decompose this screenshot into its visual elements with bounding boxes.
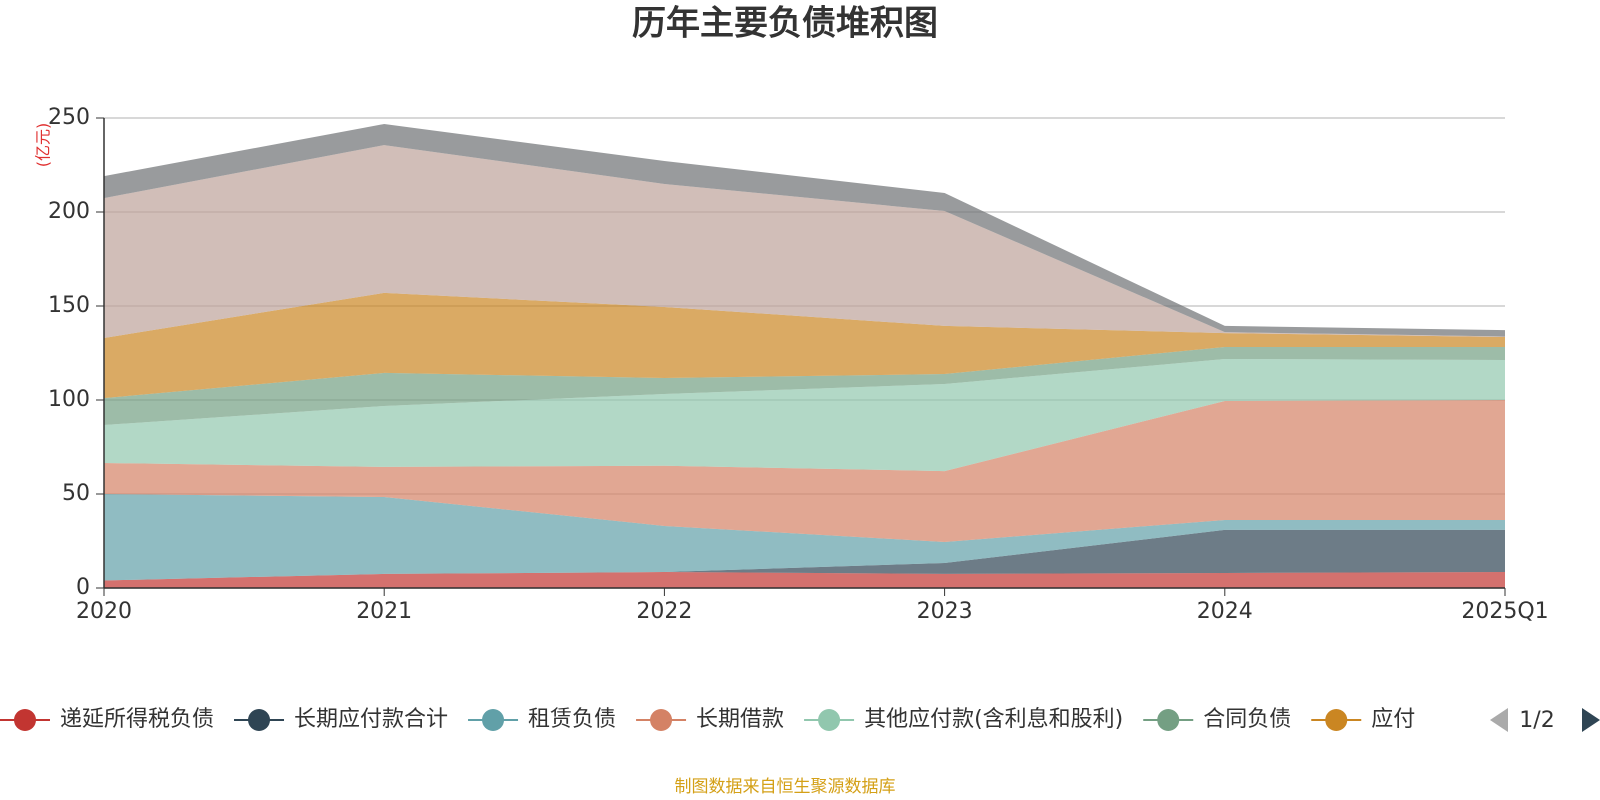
y-tick-label: 50: [62, 481, 90, 506]
x-tick-label: 2023: [917, 599, 973, 624]
area: [104, 359, 1505, 472]
legend-label[interactable]: 长期应付款合计: [294, 707, 448, 732]
x-tick-label: 2020: [76, 599, 132, 624]
legend-next[interactable]: [1582, 708, 1600, 732]
area: [104, 529, 1505, 581]
legend-marker: [1325, 709, 1348, 731]
legend-label[interactable]: 其他应付款(含利息和股利): [864, 707, 1123, 732]
area: [104, 346, 1505, 426]
x-tick-label: 2022: [636, 599, 692, 624]
x-tick-label: 2021: [356, 599, 412, 624]
y-tick-label: 100: [48, 387, 90, 412]
area: [104, 292, 1505, 399]
legend-label[interactable]: 租赁负债: [528, 707, 616, 732]
legend-marker: [248, 709, 271, 731]
area: [104, 145, 1505, 338]
area: [104, 494, 1505, 581]
y-tick-label: 250: [48, 105, 90, 130]
area: [104, 572, 1505, 588]
legend: 递延所得税负债 长期应付款合计 租赁负债 长期借款 其他应付款(含利息和股利) 合同负债 应…: [0, 707, 1415, 732]
source-note: 制图数据来自恒生聚源数据库: [675, 777, 896, 797]
x-tick-label: 2025Q1: [1461, 599, 1548, 624]
legend-prev[interactable]: [1490, 708, 1508, 732]
legend-marker: [482, 709, 505, 731]
area: [104, 400, 1505, 542]
legend-marker: [818, 709, 841, 731]
legend-marker: [1157, 709, 1180, 731]
legend-label[interactable]: 长期借款: [696, 707, 784, 732]
legend-marker: [650, 709, 673, 731]
y-tick-label: 0: [76, 575, 90, 600]
legend-page: 1/2: [1519, 708, 1554, 733]
legend-label[interactable]: 合同负债: [1203, 707, 1291, 732]
plot-area: 0 50 100 150 200 250 2020 2021 2022 2023 2024 2025Q…: [48, 105, 1549, 624]
y-tick-label: 150: [48, 293, 90, 318]
legend-label[interactable]: 递延所得税负债: [60, 707, 214, 732]
legend-label[interactable]: 应付: [1371, 707, 1415, 732]
chart-title: 历年主要负债堆积图: [632, 4, 938, 44]
x-tick-label: 2024: [1197, 599, 1253, 624]
legend-marker: [14, 709, 36, 731]
y-tick-label: 200: [48, 199, 90, 224]
y-unit: (亿元): [34, 123, 53, 168]
